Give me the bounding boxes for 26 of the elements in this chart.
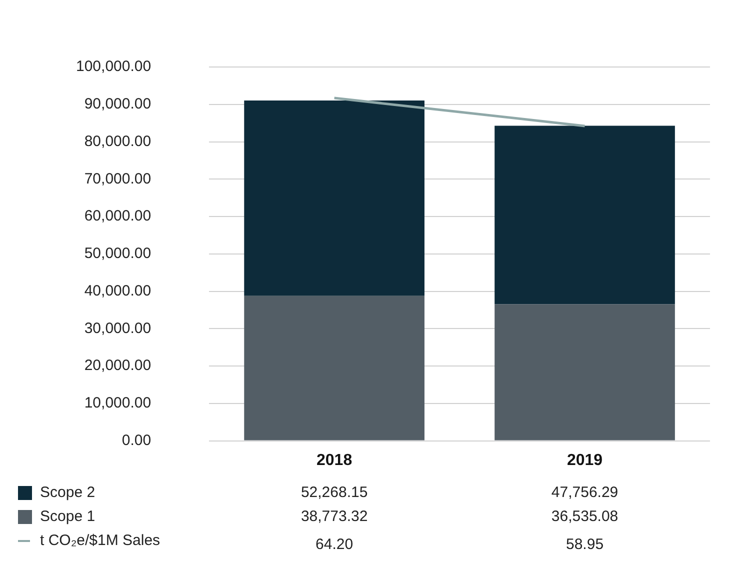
- data-label: 47,756.29: [551, 484, 618, 502]
- y-tick-label: 70,000.00: [84, 170, 152, 188]
- bar: [494, 126, 675, 304]
- data-label: 36,535.08: [551, 508, 618, 526]
- data-label: 64.20: [316, 536, 354, 554]
- data-label: 52,268.15: [300, 484, 368, 502]
- y-tick-label: 20,000.00: [84, 357, 152, 374]
- y-tick-label: 10,000.00: [84, 394, 152, 412]
- y-tick-label: 30,000.00: [84, 320, 152, 337]
- y-tick-label: 90,000.00: [84, 96, 152, 113]
- bar: [244, 100, 424, 296]
- x-tick-label: 2019: [566, 452, 603, 469]
- y-tick-label: 40,000.00: [84, 282, 152, 300]
- x-tick-label: 2018: [316, 452, 352, 469]
- data-label: 58.95: [566, 536, 604, 554]
- y-tick-label: 100,000.00: [76, 58, 152, 76]
- legend-label: Scope 2: [40, 484, 96, 502]
- y-tick-label: 50,000.00: [84, 245, 152, 262]
- bar: [244, 296, 424, 440]
- bar: [494, 304, 675, 440]
- legend-label: t CO₂e/$1M Sales: [40, 532, 160, 550]
- y-tick-label: 0.00: [122, 432, 152, 449]
- legend-label: Scope 1: [40, 508, 96, 526]
- y-tick-label: 60,000.00: [84, 208, 152, 225]
- y-tick-label: 80,000.00: [84, 132, 152, 150]
- data-label: 38,773.32: [300, 508, 368, 526]
